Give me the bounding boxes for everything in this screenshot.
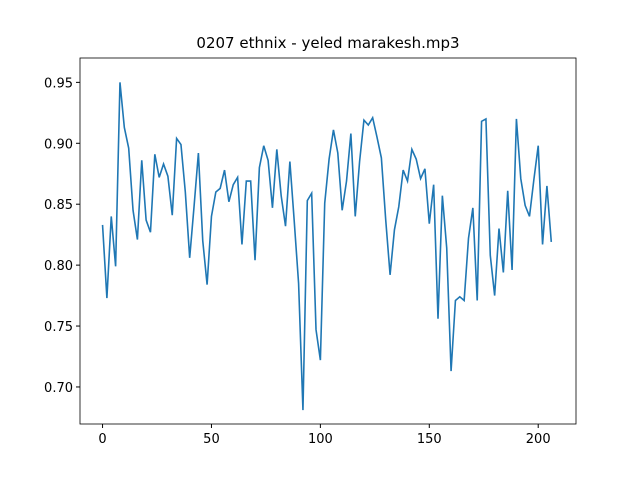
- y-tick-label: 0.95: [44, 76, 73, 91]
- x-tick-label: 200: [526, 432, 551, 447]
- y-tick-label: 0.85: [44, 198, 73, 213]
- y-tick-label: 0.70: [44, 381, 73, 396]
- x-tick-label: 0: [98, 432, 106, 447]
- plot-frame: [79, 57, 577, 425]
- data-line: [101, 82, 553, 411]
- y-tick-label: 0.75: [44, 320, 73, 335]
- x-tick-label: 150: [417, 432, 442, 447]
- chart-title: 0207 ethnix - yeled marakesh.mp3: [196, 34, 459, 52]
- x-tick-label: 100: [308, 432, 333, 447]
- y-tick-label: 0.80: [44, 259, 73, 274]
- y-tick-label: 0.90: [44, 137, 73, 152]
- x-tick-label: 50: [203, 432, 220, 447]
